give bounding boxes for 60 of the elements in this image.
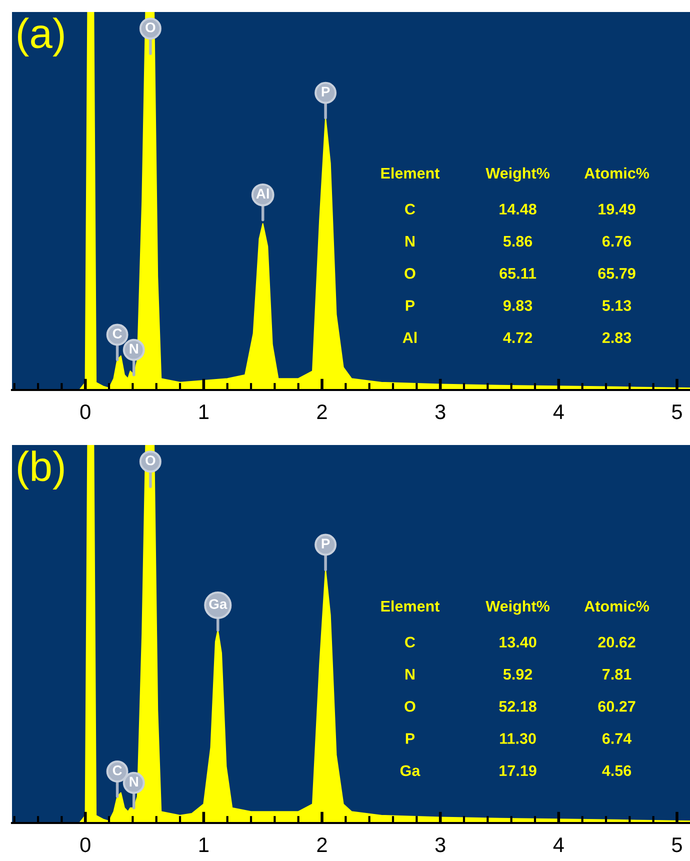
- annotation: P: [406, 300, 415, 311]
- annotation: O: [146, 455, 156, 466]
- annotation: 20.62: [598, 636, 636, 648]
- annotation: N: [405, 669, 414, 680]
- annotation: N: [130, 776, 138, 786]
- annotation: Weight%: [486, 600, 550, 615]
- annotation: 5.92: [503, 668, 532, 680]
- annotation: N: [405, 236, 414, 247]
- annotation: 19.49: [598, 204, 636, 215]
- annotation: Ga: [209, 599, 228, 609]
- x-tick-label: 1: [199, 404, 208, 419]
- annotation: Atomic%: [584, 600, 650, 612]
- annotation: Ga: [400, 765, 420, 776]
- annotation: N: [130, 344, 138, 354]
- annotation: Al: [256, 188, 269, 198]
- annotation: O: [146, 22, 156, 32]
- annotation: P: [322, 538, 330, 548]
- annotation: O: [404, 268, 416, 279]
- annotation: Atomic%: [584, 167, 650, 179]
- annotation: C: [112, 765, 122, 776]
- annotation: 5.86: [503, 236, 532, 247]
- annotation: C: [405, 636, 416, 648]
- annotation: P: [406, 733, 415, 744]
- annotation: 11.30: [500, 733, 536, 744]
- annotation: 9.83: [503, 300, 532, 311]
- x-tick-label: 0: [80, 404, 90, 420]
- annotation: O: [404, 700, 416, 712]
- annotation: P: [322, 86, 330, 96]
- annotation: 65.11: [500, 268, 536, 279]
- x-tick-label: 0: [80, 837, 90, 852]
- annotation: Al: [402, 332, 417, 343]
- annotation: C: [112, 328, 122, 338]
- chart-title: (b): [18, 450, 64, 490]
- x-tick-label: 5: [672, 404, 682, 420]
- annotation: 14.48: [500, 204, 536, 215]
- annotation: 5.13: [602, 300, 632, 311]
- x-tick-label: 5: [672, 838, 682, 852]
- annotation: 52.18: [499, 700, 536, 712]
- annotation: 4.56: [602, 765, 632, 776]
- annotation: 4.72: [503, 332, 532, 343]
- annotation: C: [405, 204, 416, 215]
- chart-title: (a): [18, 18, 64, 56]
- x-tick-label: 3: [435, 837, 446, 852]
- annotation: Weight%: [486, 167, 550, 182]
- annotation: 2.83: [602, 332, 632, 344]
- annotation: 13.40: [500, 636, 536, 648]
- x-tick-label: 4: [553, 404, 564, 419]
- x-tick-label: 2: [317, 837, 327, 852]
- annotation: 60.27: [598, 700, 636, 712]
- x-tick-label: 1: [199, 838, 208, 852]
- annotation: Element: [381, 167, 440, 179]
- x-tick-label: 3: [435, 404, 446, 420]
- annotation: 17.19: [500, 765, 536, 776]
- annotation: 6.76: [602, 236, 632, 247]
- x-tick-label: 4: [553, 838, 564, 852]
- annotation: Element: [381, 600, 440, 612]
- x-tick-label: 2: [317, 404, 327, 419]
- annotation: 65.79: [598, 268, 636, 279]
- annotation: 6.74: [602, 733, 632, 744]
- annotation: 7.81: [602, 668, 632, 680]
